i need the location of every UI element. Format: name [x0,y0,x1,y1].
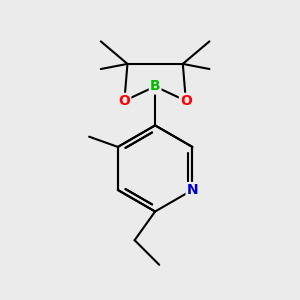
Text: O: O [118,94,130,108]
Text: N: N [187,183,198,197]
Text: O: O [180,94,192,108]
Text: B: B [150,80,160,94]
